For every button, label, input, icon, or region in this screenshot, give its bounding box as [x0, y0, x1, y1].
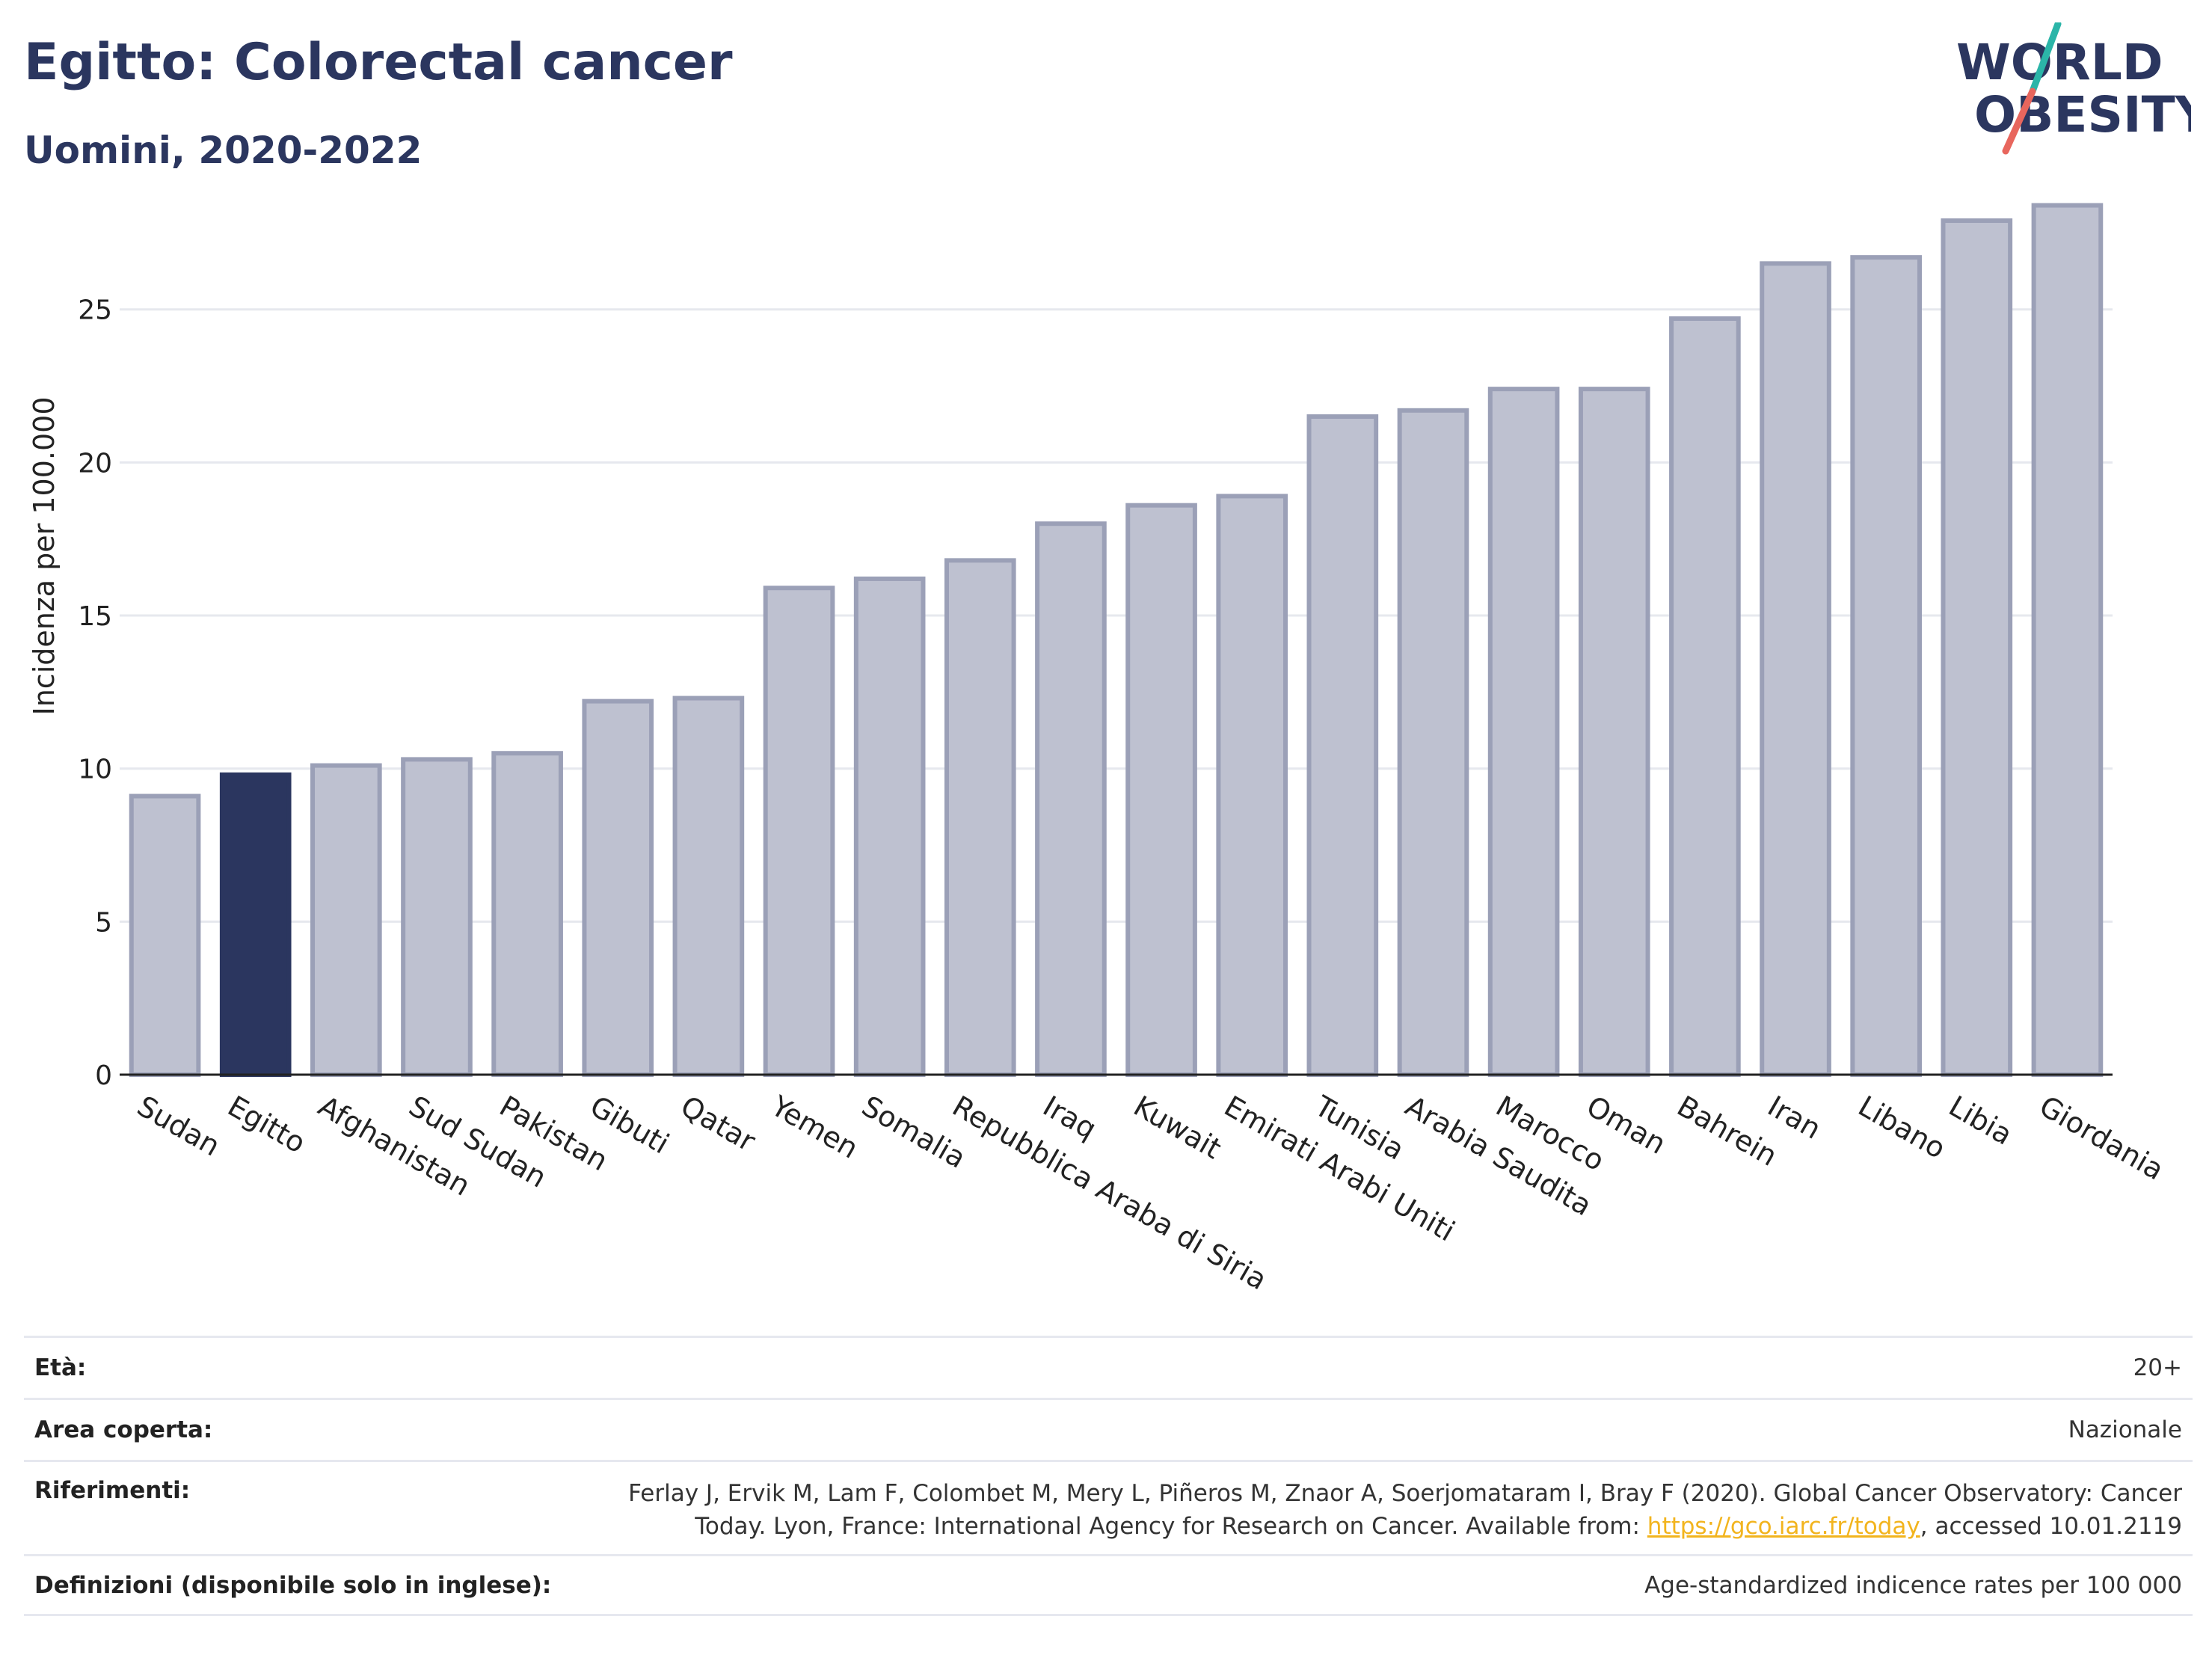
x-tick-label: Somalia	[856, 1090, 971, 1175]
meta-row-age: Età: 20+	[24, 1336, 2193, 1398]
y-axis-label: Incidenza per 100.000	[28, 397, 61, 716]
references-link[interactable]: https://gco.iarc.fr/today	[1647, 1513, 1920, 1540]
definitions-value: Age-standardized indicence rates per 100…	[1644, 1571, 2182, 1599]
bar-pakistan	[491, 751, 563, 1077]
bar-oman	[1578, 387, 1650, 1077]
y-axis-ticks: 0 5 10 15 20 25	[78, 295, 112, 1091]
definitions-label: Definizioni (disponibile solo in inglese…	[34, 1571, 552, 1599]
y-tick-label: 20	[78, 448, 112, 479]
bar-libano	[1850, 255, 1922, 1078]
chart-subtitle: Uomini, 2020-2022	[24, 129, 423, 172]
y-tick-label: 25	[78, 295, 112, 326]
x-tick-label: Bahrein	[1671, 1090, 1783, 1173]
bar-yemen	[763, 586, 835, 1077]
meta-row-references: Riferimenti: Ferlay J, Ervik M, Lam F, C…	[24, 1460, 2193, 1554]
x-tick-label: Libia	[1944, 1090, 2018, 1152]
references-line2-pre: Today. Lyon, France: International Agenc…	[695, 1513, 1647, 1540]
y-tick-label: 15	[78, 601, 112, 632]
age-value: 20+	[2133, 1354, 2182, 1381]
meta-row-area: Area coperta: Nazionale	[24, 1398, 2193, 1460]
y-tick-label: 5	[95, 907, 112, 938]
logo-slash-red	[2002, 87, 2036, 155]
bar-tunisia	[1306, 414, 1379, 1077]
bar-egitto	[219, 772, 292, 1077]
bar-qatar	[672, 696, 745, 1077]
world-obesity-logo: WORLD OBESITY	[1956, 22, 2191, 155]
x-tick-label: Giordania	[2034, 1090, 2169, 1187]
meta-row-definitions: Definizioni (disponibile solo in inglese…	[24, 1554, 2193, 1616]
x-tick-label: Afghanistan	[313, 1090, 476, 1203]
bar-iraq	[1035, 521, 1107, 1077]
bar-repubblica-araba-di-siria	[944, 558, 1016, 1077]
bar-kuwait	[1125, 503, 1197, 1077]
bar-afghanistan	[310, 763, 382, 1077]
bar-sudan	[129, 793, 201, 1077]
bar-marocco	[1487, 387, 1560, 1077]
x-tick-label: Qatar	[675, 1090, 761, 1158]
references-value: Ferlay J, Ervik M, Lam F, Colombet M, Me…	[628, 1477, 2182, 1543]
age-label: Età:	[34, 1354, 87, 1381]
bar-gibuti	[582, 698, 654, 1077]
references-line2-post: , accessed 10.01.2119	[1920, 1513, 2182, 1540]
x-tick-label: Egitto	[222, 1090, 311, 1160]
x-tick-label: Yemen	[765, 1089, 864, 1165]
chart-title: Egitto: Colorectal cancer	[24, 33, 733, 92]
logo-slash-teal	[2029, 22, 2062, 95]
bar-emirati-arabi-uniti	[1216, 494, 1288, 1077]
metadata-table: Età: 20+ Area coperta: Nazionale Riferim…	[24, 1336, 2193, 1616]
area-value: Nazionale	[2068, 1416, 2182, 1443]
bar-iran	[1760, 261, 1831, 1077]
bar-sud-sudan	[401, 757, 473, 1077]
bars	[129, 203, 2104, 1078]
bar-libia	[1941, 218, 2013, 1077]
y-tick-label: 10	[78, 755, 112, 785]
bar-somalia	[853, 576, 926, 1077]
bar-bahrein	[1669, 316, 1741, 1078]
area-label: Area coperta:	[34, 1416, 213, 1443]
y-tick-label: 0	[95, 1060, 112, 1091]
references-line1: Ferlay J, Ervik M, Lam F, Colombet M, Me…	[628, 1480, 2182, 1507]
bar-giordania	[2031, 203, 2104, 1078]
bar-arabia-saudita	[1397, 408, 1469, 1077]
x-tick-label: Sudan	[132, 1090, 226, 1163]
x-tick-label: Libano	[1853, 1090, 1952, 1165]
x-tick-label: Kuwait	[1128, 1090, 1227, 1166]
references-label: Riferimenti:	[34, 1477, 191, 1504]
logo-word-world: WORLD	[1956, 34, 2163, 91]
